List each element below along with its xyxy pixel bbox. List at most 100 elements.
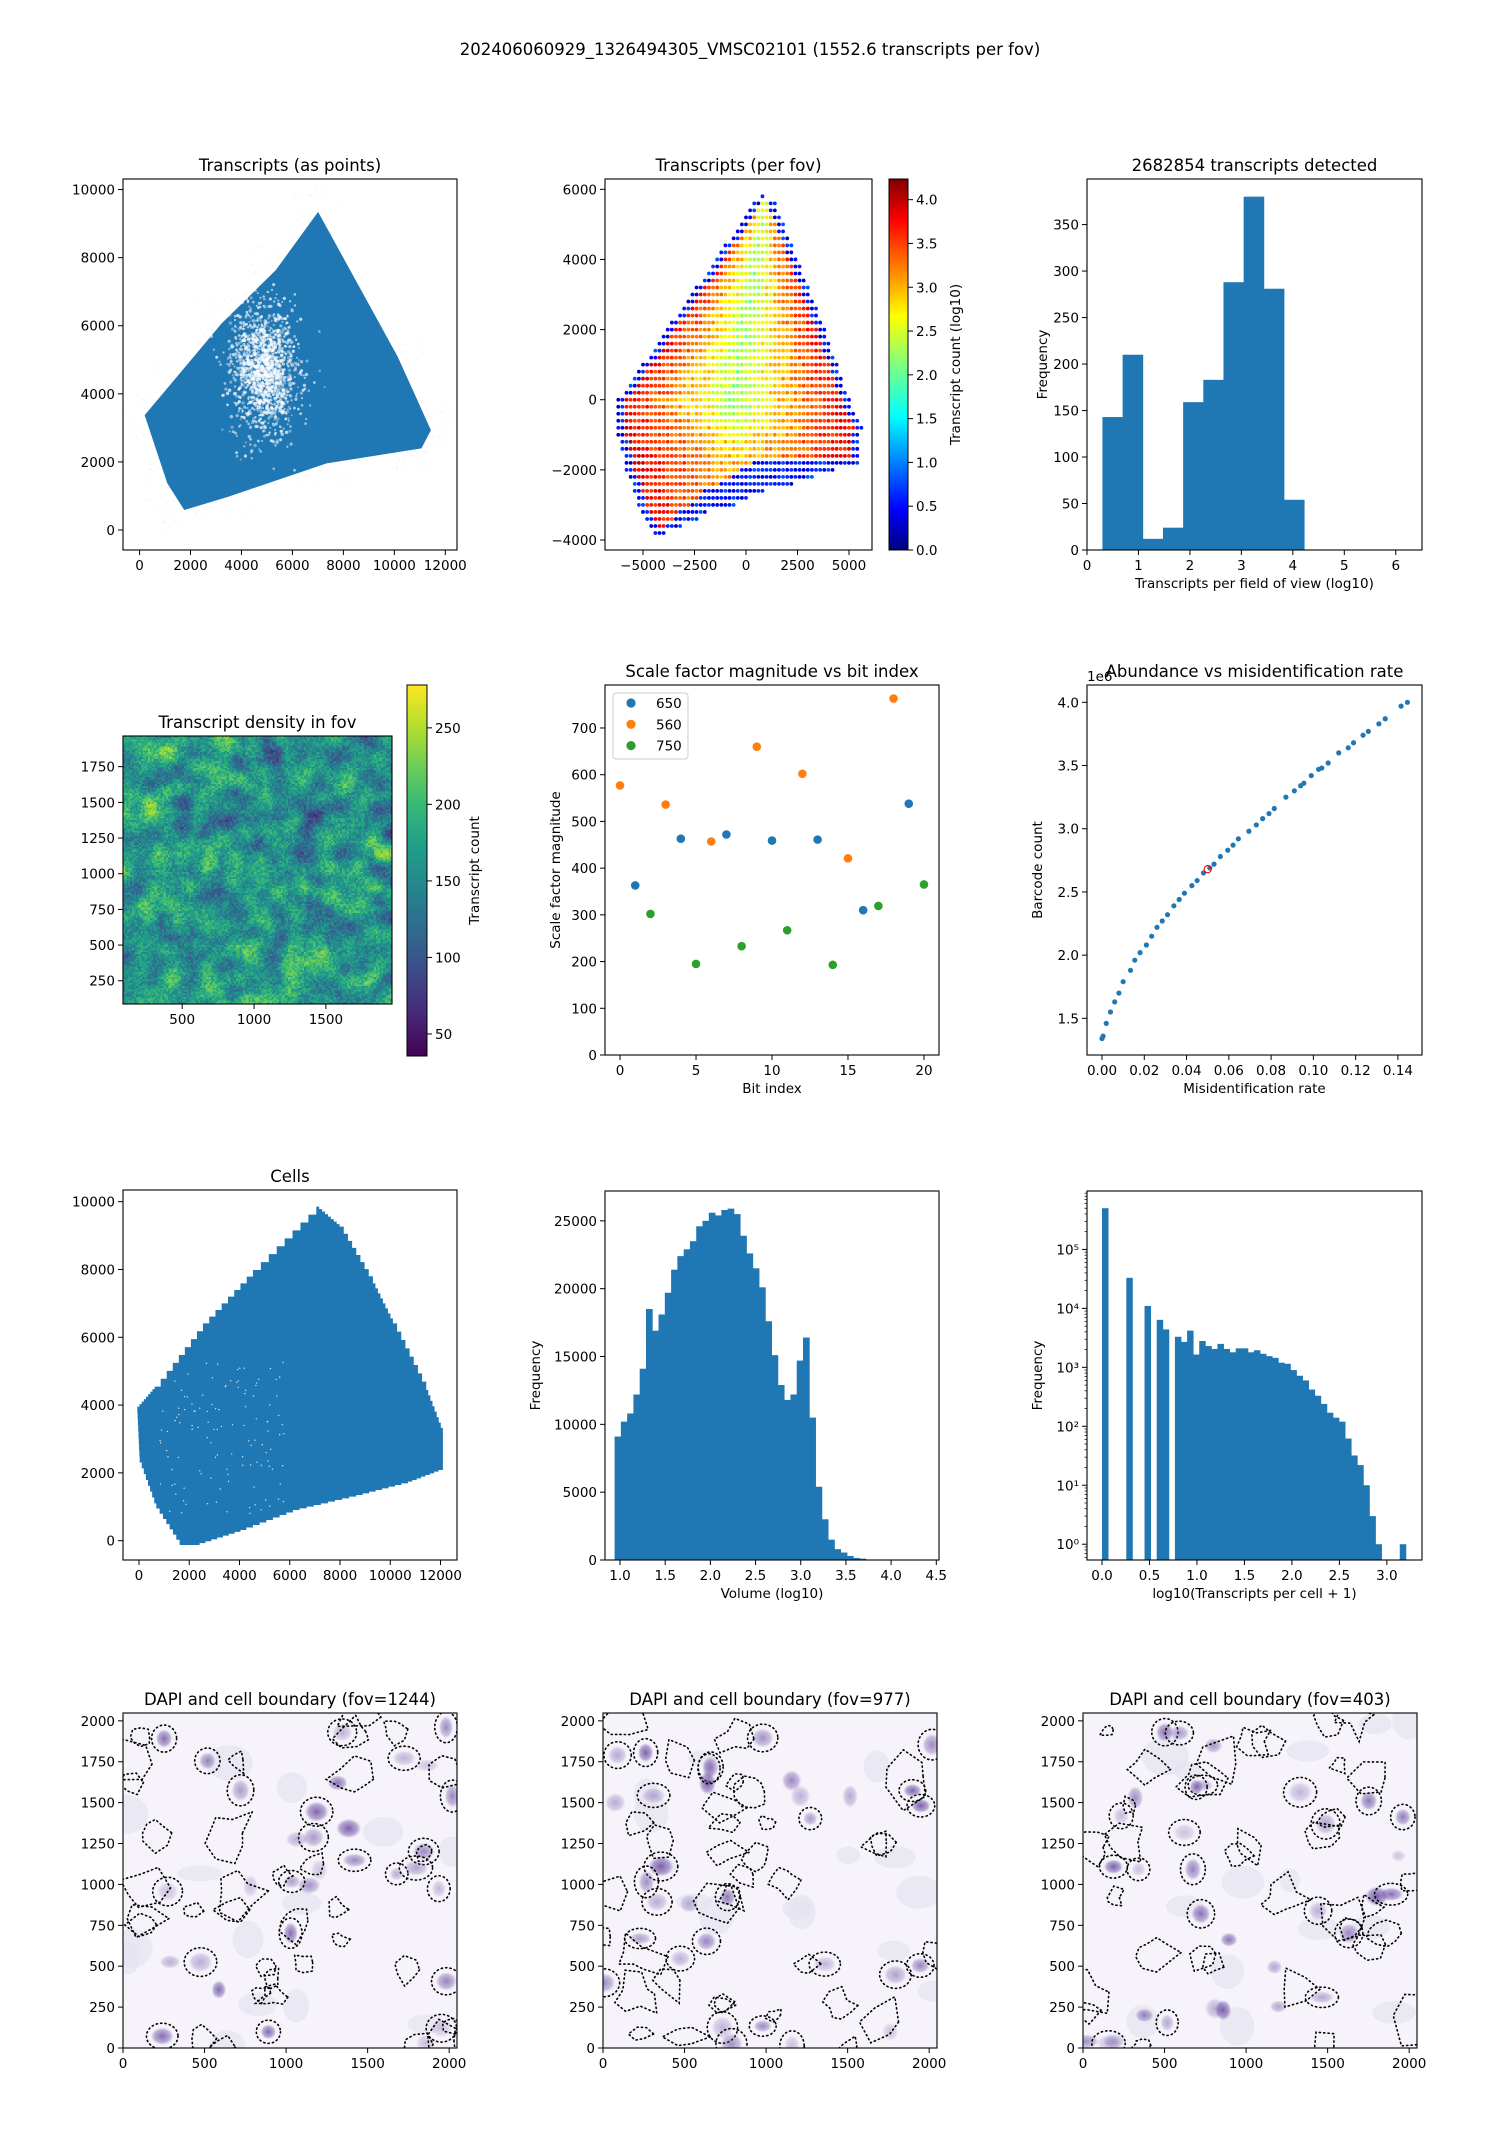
fov-point [723, 341, 728, 346]
fov-point [822, 348, 827, 353]
fov-point [739, 334, 744, 339]
fov-point [657, 503, 662, 507]
fov-point [834, 390, 839, 395]
fov-point [657, 517, 662, 521]
fov-point [715, 411, 720, 416]
fov-point [793, 306, 798, 311]
fov-point [801, 383, 806, 388]
fov-point [756, 327, 761, 332]
fov-point [764, 425, 769, 430]
fov-point [694, 292, 699, 297]
fov-point [744, 334, 748, 339]
sparse-transcript-point [149, 463, 152, 466]
low-density-point [269, 342, 273, 346]
fov-point [810, 418, 814, 423]
cell-gap [254, 1439, 256, 1441]
fov-point [735, 481, 740, 486]
low-density-point [268, 297, 272, 301]
fov-point [669, 439, 674, 444]
fov-point [781, 376, 785, 381]
fov-point [760, 439, 765, 444]
cell-gap [281, 1465, 284, 1467]
y-tick-label: 1750 [81, 760, 115, 776]
fov-point [682, 496, 687, 500]
fov-point [756, 404, 761, 409]
fov-point [797, 369, 802, 374]
fov-point [715, 369, 720, 374]
p2-axes-decor: −5000 −2500 0 2500 5000−4000−200002000400060… [551, 156, 873, 574]
fov-point [818, 334, 823, 339]
low-density-point [279, 438, 283, 442]
fov-point [739, 432, 744, 437]
cell-boundary [218, 1869, 271, 1923]
fov-point [777, 313, 781, 318]
fov-point [698, 510, 703, 514]
low-density-point [270, 389, 274, 393]
low-density-point [268, 431, 271, 434]
sparse-transcript-point [149, 468, 152, 470]
fov-point [657, 369, 662, 374]
fov-point [731, 404, 736, 409]
fov-point [698, 467, 703, 472]
fov-point [686, 489, 691, 493]
dapi-nucleus [188, 1951, 213, 1973]
fov-point [698, 327, 703, 332]
low-density-point [262, 368, 266, 372]
fov-point [818, 432, 823, 437]
fov-point [661, 390, 666, 395]
y-tick-label: 500 [1049, 1959, 1075, 1975]
fov-point [723, 348, 728, 353]
fov-point [657, 418, 662, 423]
fov-point [764, 264, 769, 269]
cell-gap [159, 1483, 162, 1485]
fov-point [818, 467, 823, 472]
fov-point [760, 285, 765, 290]
fov-point [768, 341, 773, 346]
low-density-point [239, 376, 243, 380]
histogram-bar [1266, 1356, 1273, 1560]
fov-point [830, 397, 835, 402]
low-density-point [253, 386, 256, 390]
fov-point [661, 439, 666, 444]
low-density-point [289, 384, 292, 387]
dapi-nucleus [431, 1879, 447, 1898]
fov-point [781, 320, 785, 325]
fov-point [768, 355, 773, 360]
histogram-bar [1126, 1277, 1133, 1560]
fov-point [772, 348, 777, 353]
cell-boundary [193, 1747, 221, 1775]
fov-point [719, 285, 724, 290]
x-tick-label: 2000 [432, 2056, 466, 2072]
fov-point [674, 320, 678, 325]
fov-point [690, 348, 695, 353]
histogram-bar [1357, 1465, 1364, 1560]
fov-point [772, 439, 777, 444]
colorbar-tick-label: 150 [435, 874, 461, 890]
cell-gap [186, 1396, 189, 1398]
sparse-transcript-point [133, 425, 136, 428]
cell-boundary [1098, 1854, 1129, 1879]
dapi-nucleus [638, 1870, 655, 1894]
fov-point [690, 306, 695, 311]
fov-point [674, 496, 678, 500]
dapi-nucleus [211, 1980, 227, 2000]
low-density-point [263, 361, 267, 365]
fov-point [715, 425, 720, 430]
fov-point [789, 334, 794, 339]
fov-point [781, 341, 785, 346]
fov-point [851, 425, 856, 430]
histogram-bar [771, 1355, 779, 1560]
low-density-point [296, 342, 300, 346]
fov-point [661, 334, 666, 339]
fov-point [698, 474, 703, 479]
fov-point [764, 215, 769, 220]
sparse-transcript-point [405, 350, 408, 352]
fov-point [756, 250, 761, 255]
fov-point [760, 467, 765, 472]
fov-point [739, 306, 744, 311]
fov-point [810, 306, 814, 311]
abundance-point [1283, 794, 1289, 800]
histogram-bar [1263, 288, 1285, 550]
sparse-transcript-point [223, 507, 225, 509]
cell-gap [269, 1505, 271, 1507]
